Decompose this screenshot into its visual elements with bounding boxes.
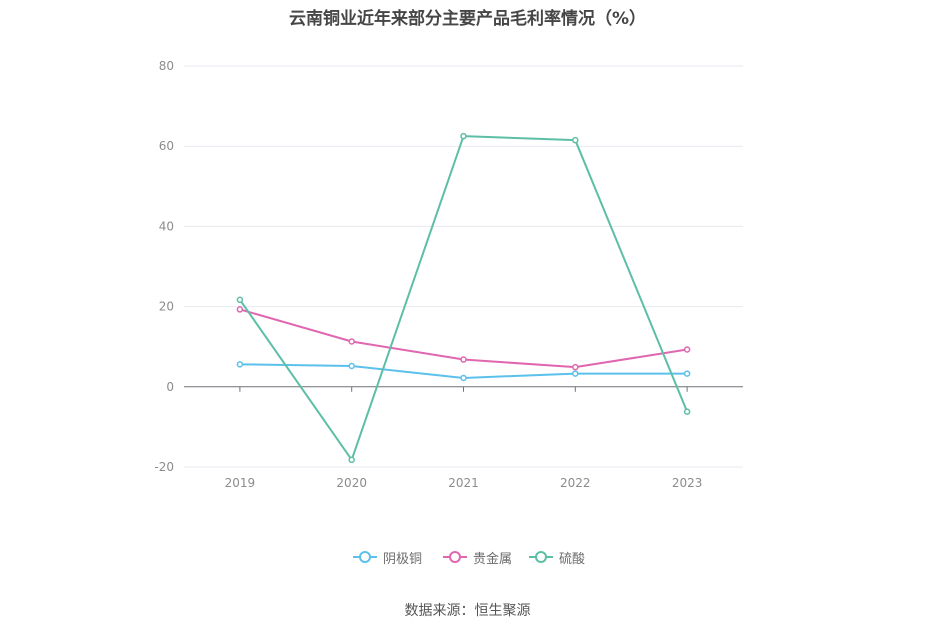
chart-title: 云南铜业近年来部分主要产品毛利率情况（%） — [288, 9, 647, 29]
data-point-2-3 — [572, 136, 579, 144]
data-point-2-0 — [236, 296, 244, 304]
data-source-note: 数据来源：恒生聚源 — [404, 603, 531, 619]
series-lines — [236, 132, 691, 464]
data-point-1-4 — [683, 346, 691, 353]
data-point-0-0 — [236, 361, 244, 368]
axes: 80 60 40 20 0 -20 2019 2020 2021 2022 2023 — [154, 59, 743, 490]
data-point-1-0 — [236, 306, 244, 313]
y-tick-label: 0 — [166, 380, 174, 394]
legend-label: 阴极铜 — [383, 551, 423, 567]
y-tick-label: 20 — [159, 300, 174, 314]
x-tick-label: 2020 — [336, 476, 367, 490]
x-tick-label: 2023 — [672, 476, 703, 490]
legend-item-sulfuric-acid[interactable]: 硫酸 — [528, 545, 585, 569]
y-tick-label: 40 — [159, 219, 174, 233]
legend-label: 贵金属 — [473, 551, 513, 567]
grid-lines — [184, 65, 743, 468]
data-point-0-1 — [348, 362, 355, 370]
legend-item-cathode-copper[interactable]: 阴极铜 — [352, 545, 422, 569]
legend-line-marker-icon — [443, 551, 467, 563]
data-point-2-4 — [683, 408, 691, 415]
data-point-2-2 — [460, 132, 467, 140]
data-point-1-2 — [460, 356, 467, 363]
y-tick-label: 80 — [159, 59, 174, 73]
legend-line-marker-icon — [353, 551, 377, 563]
data-point-1-1 — [348, 338, 355, 345]
data-point-0-2 — [460, 374, 467, 382]
data-point-2-1 — [348, 456, 355, 464]
data-point-0-3 — [572, 370, 579, 377]
legend-label: 硫酸 — [559, 551, 586, 567]
y-tick-label: 60 — [159, 139, 174, 153]
legend-line-marker-icon — [529, 551, 553, 563]
y-tick-label: -20 — [154, 460, 174, 474]
series-line-2 — [239, 135, 689, 461]
x-tick-label: 2022 — [560, 476, 591, 490]
data-point-0-4 — [683, 370, 691, 377]
x-tick-label: 2021 — [448, 476, 479, 490]
x-tick-label: 2019 — [225, 476, 256, 490]
legend-item-precious-metals[interactable]: 贵金属 — [442, 545, 512, 569]
data-point-1-3 — [572, 363, 579, 371]
